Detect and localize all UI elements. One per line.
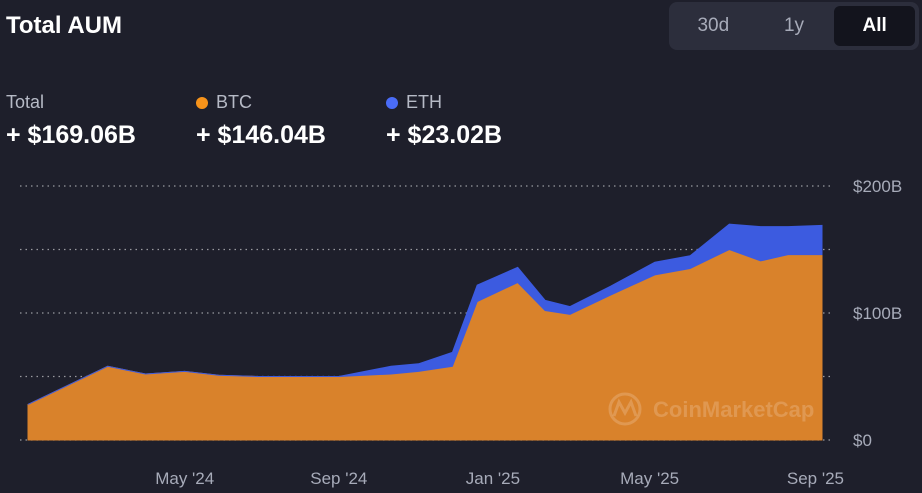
btc-legend-dot-icon (196, 96, 208, 109)
eth-area (27, 223, 823, 405)
y-tick-label: $100B (853, 304, 902, 323)
x-axis-labels: May '24 Sep '24 Jan '25 May '25 Sep '25 (155, 469, 844, 488)
eth-value: + $23.02B (386, 121, 503, 149)
eth-legend-dot-icon (386, 96, 398, 109)
x-tick-label: Jan '25 (466, 469, 520, 488)
page-title: Total AUM (6, 12, 122, 39)
y-axis-labels: $0 $100B $200B (853, 177, 902, 450)
btc-label: BTC (216, 92, 252, 112)
eth-stat: ETH + $23.02B (386, 92, 502, 150)
total-stat: Total + $169.06B (6, 92, 136, 150)
coinmarketcap-logo-icon (608, 392, 642, 426)
range-30d-button[interactable]: 30d (697, 15, 730, 36)
total-value: + $169.06B (6, 121, 136, 149)
series-areas (27, 223, 823, 441)
total-label: Total (6, 92, 45, 112)
range-all-button[interactable]: All (834, 6, 916, 46)
watermark-text: CoinMarketCap (653, 397, 814, 422)
btc-value: + $146.04B (196, 121, 326, 149)
x-tick-label: Sep '24 (310, 469, 367, 488)
x-tick-label: May '24 (155, 469, 214, 488)
btc-stat: BTC + $146.04B (196, 92, 326, 150)
x-tick-label: May '25 (620, 469, 679, 488)
x-tick-label: Sep '25 (787, 469, 844, 488)
range-1y-button[interactable]: 1y (783, 15, 805, 36)
eth-label: ETH (406, 92, 442, 112)
time-range-toggle: 30d 1y All (669, 2, 919, 50)
y-tick-label: $200B (853, 177, 902, 196)
watermark: CoinMarketCap (608, 392, 814, 426)
y-tick-label: $0 (853, 431, 872, 450)
